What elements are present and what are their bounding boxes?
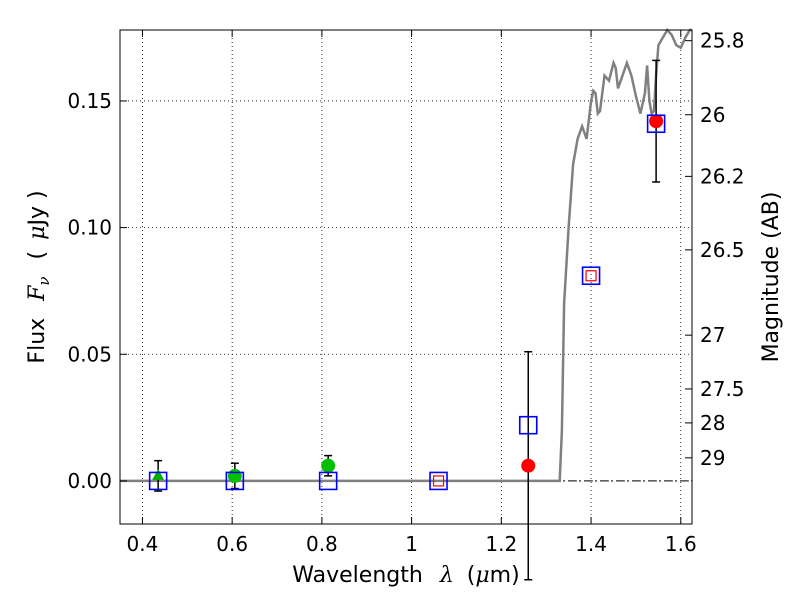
observed-point-square: [585, 270, 597, 282]
x-tick-label: 1.2: [485, 532, 517, 556]
x-tick-label: 1: [405, 532, 418, 556]
observed-point: [321, 458, 336, 473]
y-axis-ticks: 0.00 0.05 0.10 0.15: [67, 89, 127, 493]
y-axis-title-f: F: [25, 285, 50, 302]
y-tick-label: 0.10: [67, 216, 112, 240]
observed-point: [227, 468, 242, 483]
model-spectrum-group: [120, 27, 692, 483]
y2-tick-label: 26.2: [700, 164, 745, 188]
y2-tick-label: 26.5: [700, 238, 745, 262]
observed-point: [649, 114, 664, 129]
y2-axis-ticks: 25.8 26 26.2 26.5 27 27.5 28 29: [685, 29, 745, 470]
model-point: [429, 471, 448, 491]
model-point: [581, 266, 601, 286]
y-axis-title: Flux Fν ( μJy ): [25, 190, 55, 363]
y2-tick-label: 29: [700, 446, 725, 470]
y-axis-title-mu: μ: [25, 226, 50, 240]
x-axis-title-lambda: λ: [439, 563, 454, 588]
plot-frame: [119, 29, 693, 525]
observed-point-square: [432, 475, 445, 487]
y2-axis-title: Magnitude (AB): [759, 192, 784, 363]
y2-tick-label: 25.8: [700, 29, 745, 53]
observed-point-triangle: [152, 468, 165, 480]
y2-tick-label: 27.5: [700, 377, 745, 401]
x-tick-label: 0.4: [127, 532, 159, 556]
y-tick-label: 0.00: [67, 469, 112, 493]
x-axis-title-unit: m): [490, 563, 520, 588]
y-axis-title-paren: (: [25, 251, 50, 260]
model-point: [148, 471, 168, 491]
x-axis-title: Wavelength λ (μm): [292, 563, 519, 588]
model-point: [646, 114, 666, 134]
x-axis-title-paren: (: [467, 563, 476, 588]
x-axis-ticks: 0.4 0.6 0.8 1 1.2 1.4 1.6: [127, 30, 697, 556]
model-spectrum-line: [120, 27, 692, 483]
x-tick-label: 1.6: [665, 532, 697, 556]
observed-point: [521, 458, 536, 473]
y2-tick-label: 27: [700, 323, 725, 347]
x-tick-label: 1.4: [575, 532, 607, 556]
x-tick-label: 0.8: [306, 532, 338, 556]
x-tick-label: 0.6: [216, 532, 248, 556]
y-tick-label: 0.05: [67, 342, 112, 366]
x-axis-title-mu: μ: [475, 563, 489, 588]
y2-tick-label: 26: [700, 103, 725, 127]
y-axis-title-text: Flux: [25, 318, 50, 364]
y-axis-title-unit: Jy ): [25, 190, 50, 227]
y-tick-label: 0.15: [67, 89, 112, 113]
y-axis-title-nu: ν: [35, 276, 53, 285]
model-point: [518, 415, 538, 435]
model-point: [225, 471, 245, 491]
x-axis-title-text: Wavelength: [292, 563, 423, 588]
marks: [148, 59, 666, 581]
model-point: [318, 471, 338, 491]
y2-tick-label: 28: [700, 411, 725, 435]
grid: [120, 30, 692, 524]
